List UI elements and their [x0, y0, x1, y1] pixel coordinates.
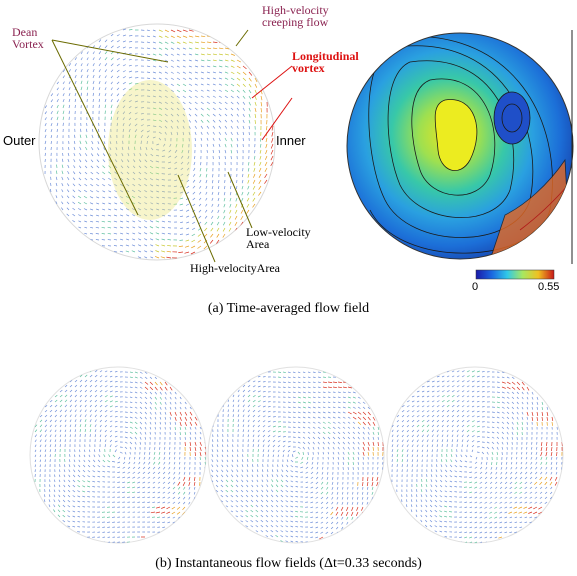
vortex-leaders	[251, 65, 293, 141]
high-velocity-area-label: High-velocityArea	[190, 261, 280, 275]
longitudinal-vortex-label: Longitudinal vortex	[292, 49, 359, 75]
vector-field-plot	[38, 23, 276, 261]
instantaneous-field-3	[386, 366, 564, 544]
dean-vortex-label: Dean Vortex	[12, 25, 44, 51]
colorbar	[475, 269, 555, 280]
high-velocity-creeping-flow-label: High-velocity creeping flow	[262, 3, 329, 29]
instantaneous-field-2	[207, 366, 385, 544]
colorbar-min-label: 0	[472, 281, 479, 293]
inner-label: Inner	[276, 133, 306, 148]
colorbar-max-label: 0.55	[538, 281, 560, 293]
instantaneous-field-1	[29, 366, 207, 544]
outer-label: Outer	[3, 133, 36, 148]
annotation-leaders	[51, 29, 253, 263]
caption-a: (a) Time-averaged flow field	[207, 301, 370, 316]
caption-b: (b) Instantaneous flow fields (Δt=0.33 s…	[155, 556, 422, 571]
contour-plot	[346, 32, 574, 260]
low-velocity-area-label: Low-velocity Area	[246, 225, 311, 251]
